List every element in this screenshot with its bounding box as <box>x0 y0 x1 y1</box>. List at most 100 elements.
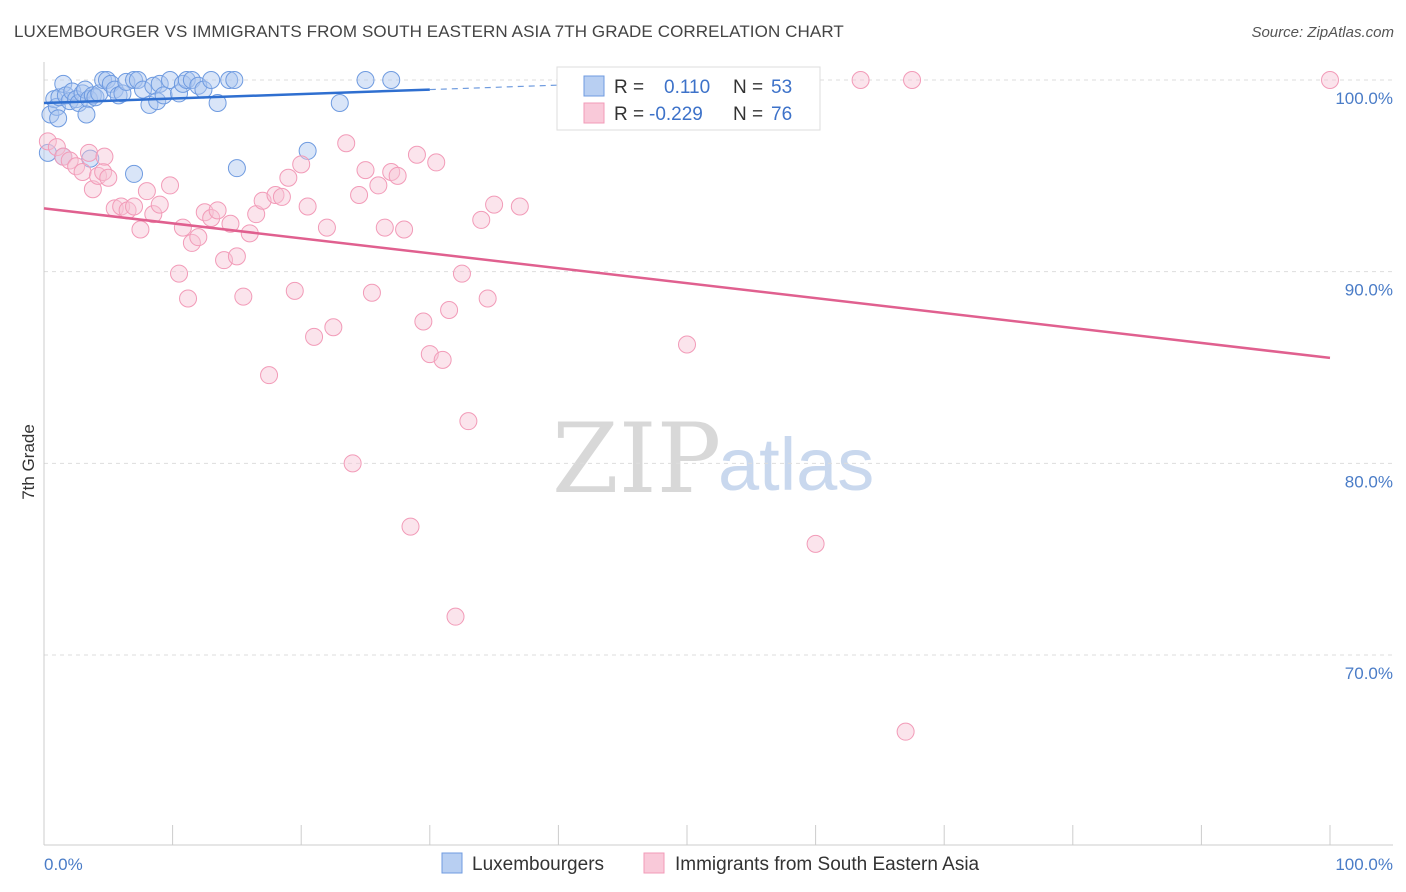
pink-point-35 <box>260 366 279 385</box>
bottom-legend-label-blue: Luxembourgers <box>472 854 604 875</box>
blue-point-52 <box>77 105 96 124</box>
bottom-legend-swatch-pink <box>643 852 665 874</box>
legend-n-label-pink: N = <box>733 104 763 125</box>
blue-point-30 <box>150 74 169 93</box>
blue-point-46 <box>125 164 144 183</box>
blue-point-45 <box>81 149 100 168</box>
pink-point-56 <box>407 145 426 164</box>
pink-point-72 <box>896 722 915 741</box>
pink-point-21 <box>173 218 192 237</box>
y-tick-label-80: 80.0% <box>1345 472 1393 491</box>
pink-point-46 <box>343 454 362 473</box>
pink-point-63 <box>452 264 471 283</box>
blue-point-48 <box>330 94 349 112</box>
y-axis-title: 7th Grade <box>19 424 38 500</box>
blue-point-23 <box>117 72 136 91</box>
pink-point-59 <box>427 153 446 172</box>
gridlines: 70.0% 80.0% 90.0% 100.0% <box>44 79 1393 683</box>
pink-point-29 <box>221 214 240 233</box>
blue-point-39 <box>202 71 221 89</box>
bottom-legend-label-pink: Immigrants from South Eastern Asia <box>675 854 980 875</box>
pink-point-48 <box>356 161 375 180</box>
legend-n-value-blue: 53 <box>771 77 792 98</box>
pink-point-38 <box>279 168 298 187</box>
y-tick-label-90: 90.0% <box>1345 281 1393 300</box>
x-tick-label-max: 100.0% <box>1335 855 1393 874</box>
pink-point-5 <box>73 163 92 181</box>
pink-point-9 <box>94 163 113 181</box>
pink-point-43 <box>317 218 336 237</box>
pink-point-51 <box>375 218 394 237</box>
pink-point-39 <box>285 281 304 300</box>
y-tick-label-100: 100.0% <box>1335 89 1393 108</box>
blue-point-41 <box>220 71 239 89</box>
pink-point-49 <box>362 283 381 302</box>
pink-point-74 <box>1321 71 1339 89</box>
watermark-zip: ZIP <box>552 403 721 515</box>
pink-point-50 <box>369 176 388 195</box>
blue-point-50 <box>382 71 401 89</box>
pink-point-64 <box>459 412 478 431</box>
pink-point-26 <box>202 209 221 227</box>
pink-point-55 <box>401 517 420 536</box>
pink-point-10 <box>99 168 118 187</box>
pink-point-70 <box>806 534 825 553</box>
trend-line-luxembourgers-dashed <box>429 81 636 91</box>
pink-point-62 <box>446 607 465 626</box>
pink-point-40 <box>292 155 311 174</box>
pink-point-20 <box>170 264 189 283</box>
blue-point-51 <box>49 109 68 128</box>
blue-point-22 <box>113 84 132 103</box>
series-legend: Luxembourgers Immigrants from South East… <box>441 852 980 875</box>
pink-point-47 <box>350 186 369 204</box>
pink-point-71 <box>851 71 870 89</box>
legend-r-value-blue: 0.110 <box>664 77 710 98</box>
pink-point-73 <box>903 71 922 89</box>
trend-line-immigrants-se-asia <box>43 207 1331 360</box>
trend-line-luxembourgers <box>43 88 430 105</box>
chart-title: LUXEMBOURGER VS IMMIGRANTS FROM SOUTH EA… <box>14 22 844 41</box>
pink-point-7 <box>83 180 102 199</box>
pink-point-6 <box>80 143 99 162</box>
stats-legend: R = 0.110 N = 53 R = -0.229 N = 76 <box>556 66 821 131</box>
pink-point-66 <box>478 289 497 308</box>
pink-point-15 <box>131 220 150 239</box>
pink-point-14 <box>125 197 144 216</box>
pink-point-1 <box>47 138 66 157</box>
pink-point-69 <box>678 335 696 354</box>
pink-point-57 <box>414 312 433 331</box>
pink-point-27 <box>208 201 227 220</box>
pink-point-16 <box>137 182 156 201</box>
pink-point-30 <box>227 247 246 266</box>
legend-swatch-pink <box>583 102 605 124</box>
blue-point-49 <box>356 71 375 89</box>
pink-point-0 <box>38 132 57 151</box>
pink-point-45 <box>337 134 356 153</box>
series-immigrants-se-asia <box>38 71 1339 741</box>
pink-point-37 <box>272 187 291 206</box>
pink-point-41 <box>298 197 317 216</box>
pink-point-44 <box>324 318 343 337</box>
trend-lines <box>43 81 1331 360</box>
blue-point-42 <box>225 71 244 89</box>
legend-swatch-blue <box>583 75 605 97</box>
pink-point-65 <box>472 210 491 229</box>
pink-point-22 <box>179 289 198 308</box>
pink-point-53 <box>388 166 407 185</box>
pink-point-54 <box>395 220 414 239</box>
source-credit: Source: ZipAtlas.com <box>1251 24 1394 41</box>
x-tick-label-min: 0.0% <box>44 855 83 874</box>
watermark-atlas: atlas <box>718 423 874 506</box>
pink-point-36 <box>266 186 285 204</box>
blue-point-40 <box>208 94 227 112</box>
legend-n-label-blue: N = <box>733 77 763 98</box>
legend-r-label-pink: R = <box>614 104 644 125</box>
pink-point-31 <box>234 287 253 306</box>
pink-point-42 <box>305 327 324 346</box>
blue-point-14 <box>83 86 102 105</box>
blue-point-25 <box>128 71 147 89</box>
legend-r-value-pink: -0.229 <box>649 104 703 125</box>
pink-point-68 <box>510 197 529 216</box>
axes <box>43 62 1393 846</box>
